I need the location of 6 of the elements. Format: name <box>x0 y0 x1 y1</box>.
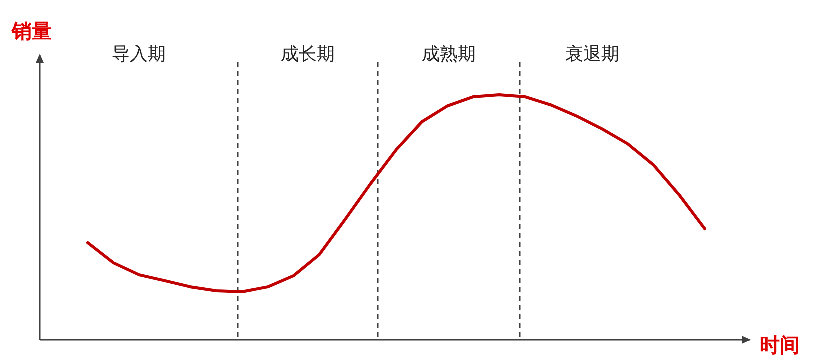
y-axis-title: 销量 <box>11 19 52 43</box>
text: 衰退期 <box>566 44 620 65</box>
x-axis-title: 时间 <box>760 333 800 357</box>
text: 成熟期 <box>422 44 476 65</box>
text: 导入期 <box>112 44 166 65</box>
text: 成长期 <box>281 44 335 65</box>
